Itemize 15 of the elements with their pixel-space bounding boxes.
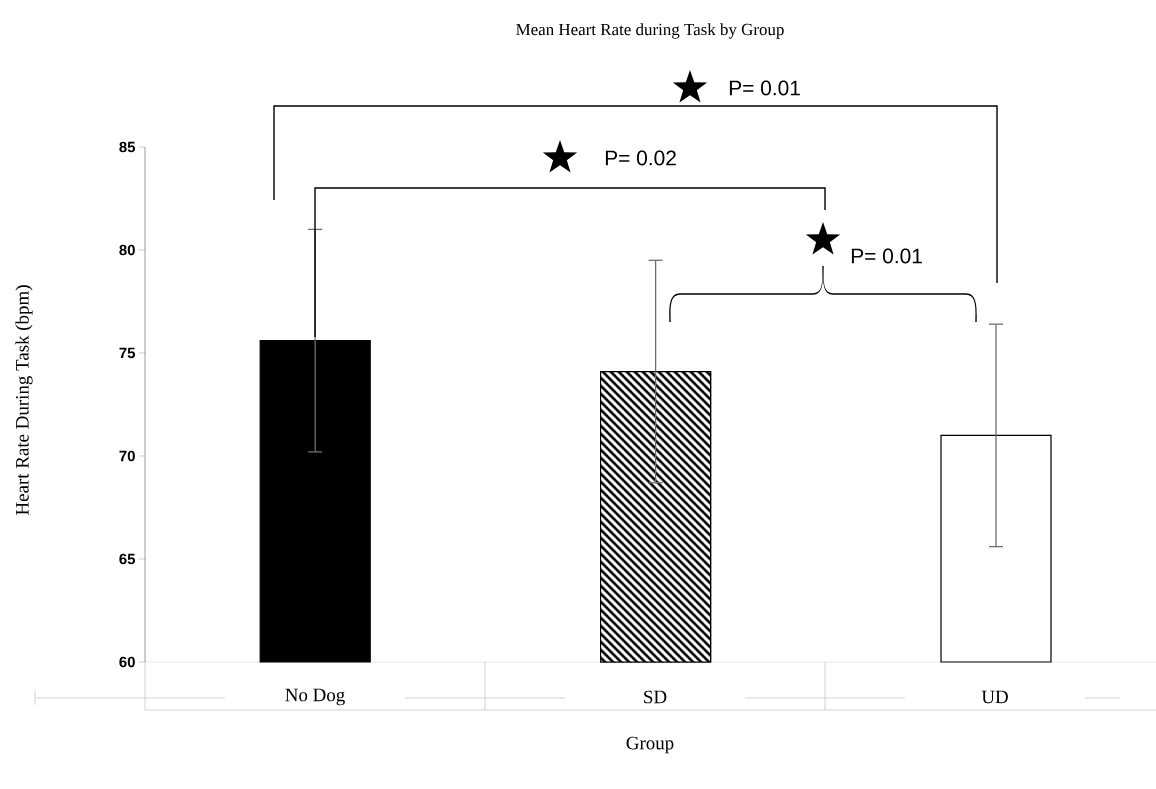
x-tick-label: SD [644, 690, 667, 704]
x-tick-label: UD [981, 690, 1008, 704]
y-tick-label: 80 [119, 244, 135, 256]
x-tick-label: No Dog [285, 688, 345, 706]
annotation: P= 0.01 [851, 248, 922, 264]
y-tick-label: 75 [119, 347, 136, 359]
text: P= 0.01 [729, 80, 800, 96]
y-tick-label: 65 [119, 553, 136, 565]
y-tick-label: 70 [119, 450, 135, 462]
y-tick-label: 85 [119, 141, 136, 153]
chart-title: Mean Heart Rate during Task by Group [516, 23, 784, 39]
annotation: P= 0.02 [605, 150, 676, 166]
y-axis-title: Heart Rate During Task (bpm) [15, 285, 33, 515]
y-tick-label: 60 [119, 656, 135, 668]
x-axis-title: Group [626, 736, 674, 754]
